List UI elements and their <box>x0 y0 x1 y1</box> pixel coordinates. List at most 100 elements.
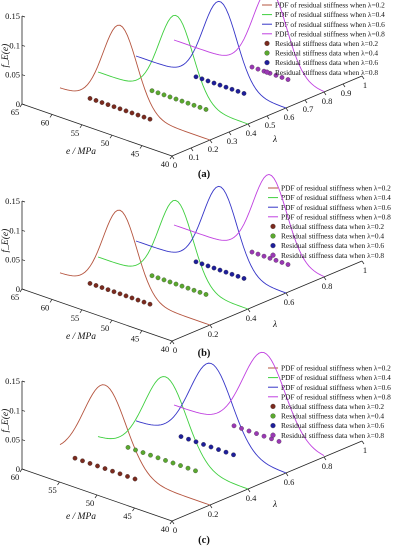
legend-dot-swatch <box>270 403 276 409</box>
legend-dot-swatch <box>264 69 270 75</box>
data-point <box>201 442 206 447</box>
data-point <box>170 460 176 466</box>
lambda-tick-mark <box>247 308 251 313</box>
data-point <box>80 458 85 464</box>
lambda-tick-mark <box>361 260 365 265</box>
pdf-curve <box>97 14 249 125</box>
e-tick-mark <box>79 309 83 313</box>
lambda-tick-mark <box>323 91 327 96</box>
legend-label: PDF of residual stiffness when λ=0.2 <box>275 1 385 10</box>
lambda-tick-label: 0 <box>173 525 177 535</box>
lambda-tick-label: 1 <box>363 80 367 90</box>
legend-label: Residual stiffness data when λ=0.8 <box>281 251 384 260</box>
lambda-tick-label: 0.8 <box>322 96 333 106</box>
data-point <box>239 426 244 431</box>
legend-label: PDF of residual stiffness when λ=0.8 <box>281 392 391 401</box>
y-axis-label: f_E(e) <box>0 229 11 253</box>
y-axis-label: f_E(e) <box>0 44 11 68</box>
data-point <box>163 458 168 463</box>
data-point <box>185 285 191 291</box>
data-point <box>110 468 115 474</box>
legend-label: PDF of residual stiffness when λ=0.4 <box>275 10 385 19</box>
y-tick-label: 0.15 <box>5 376 20 386</box>
e-tick-mark <box>169 340 173 345</box>
data-point <box>167 279 173 285</box>
legend-label: Residual stiffness data when λ=0.6 <box>275 58 378 67</box>
lambda-tick-label: 0.2 <box>208 144 219 154</box>
data-point <box>129 110 135 116</box>
legend-label: PDF of residual stiffness when λ=0.2 <box>281 364 391 373</box>
lambda-axis-label: λ <box>272 500 277 510</box>
lambda-tick-mark <box>361 440 365 445</box>
lambda-tick-mark <box>190 147 194 152</box>
lambda-tick-label: 0 <box>173 160 177 170</box>
legend-dot-swatch <box>270 423 276 429</box>
data-point <box>117 471 123 477</box>
lambda-tick-label: 0.1 <box>189 152 200 162</box>
legend-label: PDF of residual stiffness when λ=0.4 <box>281 373 391 382</box>
e-tick-label: 45 <box>123 511 132 521</box>
panel-caption: (b) <box>198 348 211 359</box>
data-point <box>155 455 161 461</box>
e-tick-label: 50 <box>101 138 110 148</box>
data-point <box>87 461 93 466</box>
lambda-tick-label: 0.7 <box>303 104 314 114</box>
legend-label: Residual stiffness data when λ=0.8 <box>275 68 378 77</box>
legend-label: PDF of residual stiffness when λ=0.8 <box>281 212 391 221</box>
lambda-tick-label: 1 <box>363 265 367 275</box>
e-tick-mark <box>169 155 173 160</box>
lambda-tick-mark <box>209 324 213 329</box>
e-axis-label: e / MPa <box>66 147 96 157</box>
data-point <box>147 116 153 122</box>
y-tick-mark <box>21 439 26 441</box>
legend-dot-swatch <box>270 252 276 258</box>
e-tick-label: 60 <box>41 302 50 312</box>
data-point <box>267 255 273 261</box>
pdf-curve <box>135 0 287 109</box>
data-point <box>217 82 223 88</box>
lambda-tick-label: 0.4 <box>246 128 257 138</box>
pdf-curve <box>59 24 211 141</box>
legend-dot-swatch <box>270 432 276 438</box>
legend-label: Residual stiffness data when λ=0.4 <box>281 232 384 241</box>
y-tick-mark <box>21 74 26 76</box>
pdf-curve <box>97 376 249 490</box>
data-point <box>261 253 267 259</box>
data-point <box>211 80 217 86</box>
e-tick-mark <box>19 468 23 473</box>
data-point <box>279 260 285 265</box>
e-tick-mark <box>79 124 83 128</box>
y-tick-mark <box>21 45 26 47</box>
y-tick-label: 0 <box>16 99 20 109</box>
data-point <box>117 106 123 112</box>
data-point <box>203 292 209 297</box>
y-tick-label: 0 <box>16 464 20 474</box>
data-point <box>149 88 155 94</box>
data-point <box>135 112 141 118</box>
data-point <box>241 276 247 281</box>
legend-dot-swatch <box>270 243 276 249</box>
lambda-tick-mark <box>247 488 251 493</box>
y-tick-label: 0.05 <box>5 255 20 265</box>
pdf-curve <box>173 351 325 456</box>
y-tick-label: 0.1 <box>9 40 20 50</box>
legend-label: Residual stiffness data when λ=0.6 <box>281 241 384 250</box>
data-point <box>179 98 185 104</box>
e-tick-label: 55 <box>71 128 80 138</box>
legend-dot-swatch <box>264 40 270 46</box>
legend-dot-swatch <box>264 50 270 56</box>
legend-label: Residual stiffness data when λ=0.6 <box>281 421 384 430</box>
data-point <box>87 96 93 101</box>
data-point <box>125 445 131 450</box>
pdf-curve <box>59 384 211 506</box>
data-point <box>235 89 241 94</box>
data-point <box>185 100 191 106</box>
e-axis-line <box>21 288 173 342</box>
lambda-tick-label: 0.5 <box>265 120 276 130</box>
y-tick-label: 0 <box>16 284 20 294</box>
legend-label: Residual stiffness data when λ=0.8 <box>281 431 384 440</box>
lambda-axis-line <box>171 260 363 342</box>
data-point <box>273 73 279 78</box>
legend-label: Residual stiffness data when λ=0.2 <box>281 222 384 231</box>
